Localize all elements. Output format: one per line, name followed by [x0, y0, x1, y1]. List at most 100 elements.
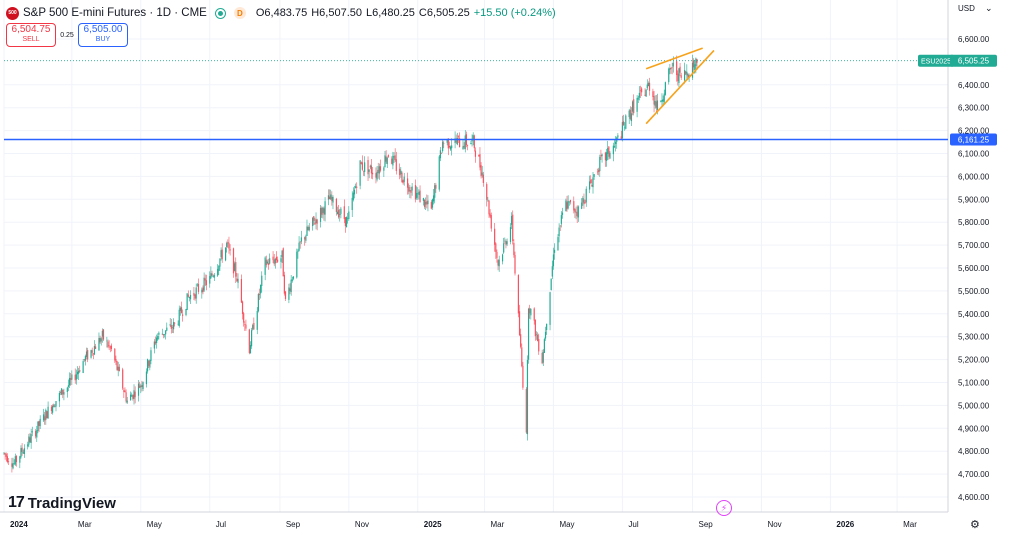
candle-body: [331, 196, 333, 202]
y-tick-label: 6,000.00: [958, 172, 990, 181]
candle-body: [633, 99, 635, 114]
candle-body: [102, 329, 105, 340]
candle-body: [670, 68, 672, 70]
candle-body: [110, 345, 113, 350]
candle-body: [589, 181, 591, 190]
tradingview-logo[interactable]: 17 TradingView: [8, 494, 116, 512]
candle-body: [126, 400, 128, 403]
candle-body: [11, 463, 13, 467]
candle-body: [134, 391, 136, 398]
candle-body: [243, 313, 245, 323]
candle-body: [378, 166, 380, 174]
candle-body: [466, 145, 469, 146]
candle-body: [108, 345, 110, 346]
candle-body: [584, 202, 586, 203]
candle-body: [351, 197, 353, 211]
gear-icon[interactable]: ⚙: [970, 519, 980, 531]
candle-body: [76, 371, 79, 375]
candle-body: [44, 416, 46, 421]
candle-body: [250, 330, 253, 347]
candle-body: [525, 389, 527, 433]
candle-body: [385, 156, 387, 162]
candle-body: [431, 199, 434, 208]
candle-body: [63, 392, 65, 395]
candle-body: [244, 324, 246, 325]
candle-body: [628, 110, 630, 118]
candle-body: [21, 447, 23, 452]
candle-body: [430, 201, 432, 209]
candle-body: [542, 352, 544, 363]
candle-body: [161, 333, 163, 335]
candle-body: [590, 179, 592, 184]
symbol-title[interactable]: S&P 500 E-mini Futures · 1D · CME: [23, 7, 207, 19]
candle-body: [74, 374, 76, 381]
candle-body: [678, 68, 680, 84]
candle-body: [332, 196, 334, 203]
candle-body: [490, 215, 492, 229]
candle-body: [419, 190, 421, 203]
buy-button[interactable]: 6,505.00 BUY: [78, 23, 128, 47]
candle-body: [375, 173, 377, 178]
candle-body: [101, 330, 103, 337]
currency-selector[interactable]: USD: [958, 4, 975, 13]
candle-body: [146, 359, 149, 372]
candle-body: [612, 145, 614, 155]
delayed-data-badge[interactable]: D: [233, 7, 246, 19]
candle-body: [596, 171, 599, 173]
candle-body: [604, 152, 607, 161]
x-tick-label: May: [147, 520, 162, 529]
candle-body: [680, 75, 682, 78]
candle-body: [472, 135, 474, 140]
candle-body: [4, 452, 6, 455]
y-tick-label: 5,100.00: [958, 379, 990, 388]
y-tick-label: 5,200.00: [958, 356, 990, 365]
candle-body: [691, 62, 694, 78]
candle-body: [204, 278, 206, 281]
candle-body: [529, 308, 531, 314]
candle-body: [197, 283, 200, 292]
candle-body: [154, 341, 157, 344]
candle-body: [335, 198, 337, 212]
candle-body: [574, 209, 576, 213]
candle-body: [203, 277, 205, 291]
symbol-tag-bg: [918, 54, 954, 67]
candle-body: [150, 350, 152, 361]
candle-body: [201, 289, 203, 293]
candle-body: [669, 67, 671, 70]
candle-body: [576, 211, 578, 217]
candle-body: [52, 405, 54, 413]
candle-body: [535, 334, 538, 336]
lightning-icon[interactable]: ⚡: [716, 500, 732, 516]
candle-body: [169, 324, 171, 326]
wedge-line-upper: [645, 47, 703, 70]
candle-body: [330, 194, 332, 200]
x-tick-label: Sep: [698, 520, 713, 529]
candle-body: [449, 146, 452, 150]
wedge-line-lower: [645, 49, 715, 125]
candle-body: [166, 327, 168, 331]
candle-body: [546, 323, 548, 331]
candle-body: [451, 145, 453, 149]
y-tick-label: 5,400.00: [958, 310, 990, 319]
y-tick-label: 5,900.00: [958, 195, 990, 204]
candle-body: [566, 202, 568, 210]
chevron-down-icon[interactable]: ⌄: [985, 3, 993, 13]
candle-body: [145, 371, 148, 385]
candle-body: [92, 353, 94, 355]
candle-body: [582, 198, 584, 203]
sell-button[interactable]: 6,504.75 SELL: [6, 23, 56, 47]
candle-body: [219, 258, 221, 267]
candle-body: [30, 434, 32, 443]
x-tick-label: Nov: [355, 520, 369, 529]
candle-body: [179, 307, 181, 311]
candle-body: [607, 148, 609, 154]
candle-body: [423, 199, 426, 207]
candle-body: [5, 454, 7, 457]
ohlc-high: H6,507.50: [311, 7, 362, 19]
x-tick-label: 2024: [10, 520, 28, 529]
candle-body: [182, 314, 184, 316]
candle-body: [608, 146, 610, 157]
candle-body: [178, 309, 180, 327]
candle-body: [227, 241, 229, 244]
